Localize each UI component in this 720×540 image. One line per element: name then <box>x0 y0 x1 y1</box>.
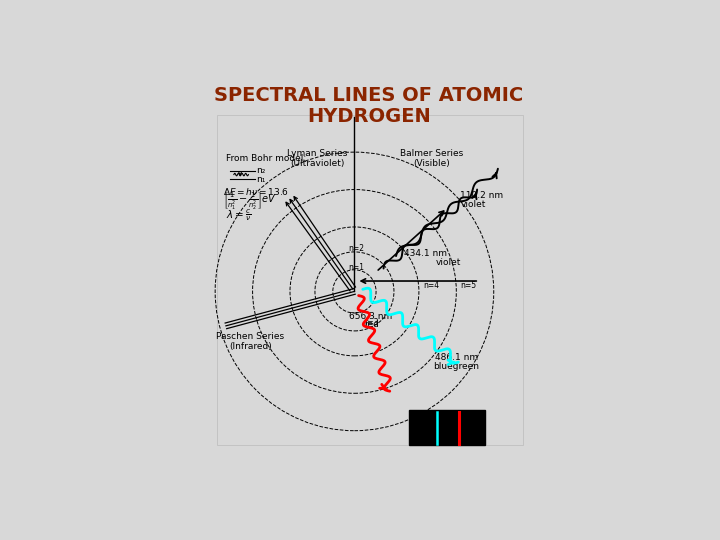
Text: n=1: n=1 <box>348 263 364 272</box>
Text: n=2: n=2 <box>348 245 364 253</box>
Text: bluegreen: bluegreen <box>433 362 480 371</box>
Text: 486.1 nm: 486.1 nm <box>435 354 478 362</box>
Text: Paschen Series
(Infrared): Paschen Series (Infrared) <box>217 332 284 351</box>
FancyBboxPatch shape <box>217 114 523 446</box>
Text: SPECTRAL LINES OF ATOMIC: SPECTRAL LINES OF ATOMIC <box>215 86 523 105</box>
Text: r=3: r=3 <box>364 318 378 327</box>
Text: violet: violet <box>436 258 461 267</box>
Text: From Bohr model:: From Bohr model: <box>225 154 306 163</box>
Text: 434.1 nm: 434.1 nm <box>405 249 447 259</box>
Bar <box>408 410 485 446</box>
Text: 656.3 nm: 656.3 nm <box>349 312 392 321</box>
Text: n₁: n₁ <box>256 174 265 184</box>
Text: violet: violet <box>461 200 486 208</box>
Text: $\left[\frac{1}{n_1^2} - \frac{1}{n_2^2}\right]eV$: $\left[\frac{1}{n_1^2} - \frac{1}{n_2^2}… <box>222 191 276 212</box>
Text: HYDROGEN: HYDROGEN <box>307 107 431 126</box>
Text: Balmer Series
(Visible): Balmer Series (Visible) <box>400 148 463 168</box>
Text: n₂: n₂ <box>256 166 265 176</box>
Text: $\lambda = \frac{c}{\nu}$: $\lambda = \frac{c}{\nu}$ <box>225 207 251 223</box>
Text: $\Delta E = h\nu = 13.6$: $\Delta E = h\nu = 13.6$ <box>222 186 289 197</box>
Text: n=5: n=5 <box>461 281 477 289</box>
Text: Lyman Series
(Ultraviolet): Lyman Series (Ultraviolet) <box>287 148 347 168</box>
Text: red: red <box>364 320 379 329</box>
Text: 110.2 nm: 110.2 nm <box>461 191 503 200</box>
Text: n=4: n=4 <box>423 281 439 289</box>
